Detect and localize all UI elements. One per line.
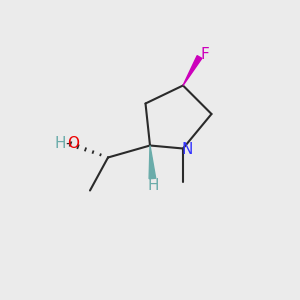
- Text: O: O: [68, 136, 80, 151]
- Text: H: H: [55, 136, 66, 151]
- Text: H: H: [148, 178, 159, 193]
- Polygon shape: [149, 146, 156, 179]
- Text: F: F: [200, 47, 209, 62]
- Text: N: N: [181, 142, 193, 157]
- Text: -: -: [65, 136, 70, 151]
- Polygon shape: [183, 56, 202, 86]
